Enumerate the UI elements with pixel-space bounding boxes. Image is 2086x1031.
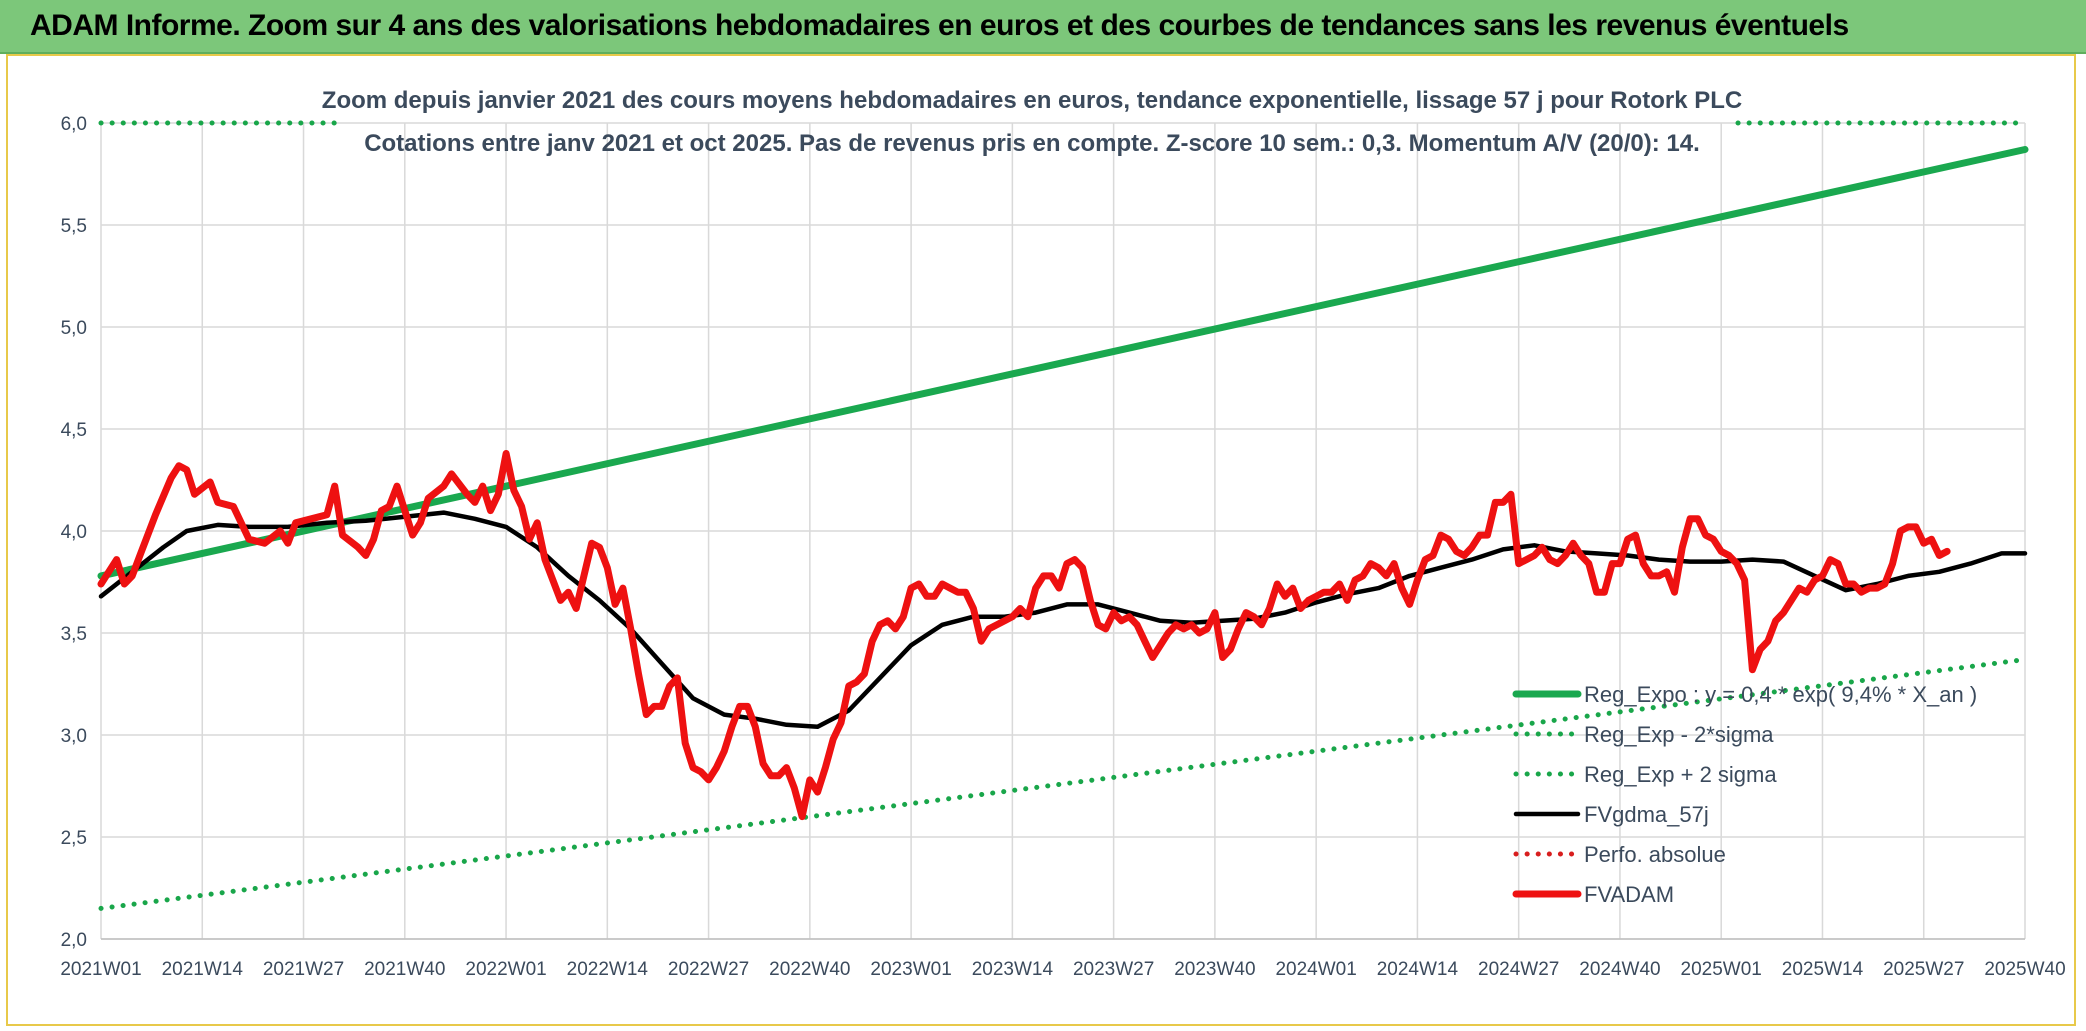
y-tick-label: 4,0 [61, 522, 87, 543]
legend-label: Reg_Exp - 2*sigma [1584, 722, 1774, 747]
x-tick-label: 2024W01 [1275, 959, 1356, 980]
legend: Reg_Expo : y = 0,4 * exp( 9,4% * X_an ) R… [1512, 682, 1977, 907]
chart-frame [6, 54, 2076, 1026]
x-tick-label: 2023W14 [972, 959, 1054, 980]
y-tick-label: 5,5 [61, 216, 87, 237]
x-tick-label: 2025W01 [1681, 959, 1762, 980]
y-tick-label: 5,0 [61, 318, 87, 339]
x-tick-label: 2022W40 [769, 959, 850, 980]
x-tick-label: 2021W40 [364, 959, 445, 980]
series-line-1 [98, 657, 2028, 911]
series-line-0 [97, 146, 2029, 580]
series-line-5 [97, 450, 1951, 821]
x-tick-label: 2024W14 [1377, 959, 1459, 980]
x-tick-label: 2024W40 [1579, 959, 1660, 980]
series-line-3 [98, 510, 2028, 730]
x-tick-label: 2022W27 [668, 959, 749, 980]
x-tick-label: 2021W14 [162, 959, 244, 980]
grid-layer [100, 122, 2026, 940]
y-tick-label: 2,5 [61, 828, 87, 849]
x-tick-label: 2021W01 [60, 959, 141, 980]
x-tick-label: 2025W14 [1782, 959, 1864, 980]
y-tick-label: 3,5 [61, 624, 87, 645]
legend-label: Perfo. absolue [1584, 842, 1726, 867]
legend-label: Reg_Expo : y = 0,4 * exp( 9,4% * X_an ) [1584, 682, 1977, 707]
x-tick-label: 2024W27 [1478, 959, 1559, 980]
page-title: ADAM Informe. Zoom sur 4 ans des valoris… [30, 9, 1849, 42]
x-tick-label: 2022W01 [465, 959, 546, 980]
y-tick-label: 4,5 [61, 420, 87, 441]
y-tick-label: 2,0 [61, 930, 87, 951]
chart-subtitle: Cotations entre janv 2021 et oct 2025. P… [364, 130, 1700, 157]
legend-label: FVgdma_57j [1584, 802, 1709, 827]
legend-label: Reg_Exp + 2 sigma [1584, 762, 1777, 787]
x-tick-label: 2023W40 [1174, 959, 1255, 980]
header-bar: ADAM Informe. Zoom sur 4 ans des valoris… [0, 0, 2086, 54]
x-tick-label: 2023W27 [1073, 959, 1154, 980]
x-tick-label: 2022W14 [567, 959, 649, 980]
y-axis-ticks: 2,0 2,5 3,0 3,5 4,0 4,5 5,0 5,5 6,0 [61, 114, 87, 951]
y-tick-label: 3,0 [61, 726, 87, 747]
series-layer [97, 120, 2029, 911]
y-tick-label: 6,0 [61, 114, 87, 135]
x-axis-ticks: 2021W01 2021W14 2021W27 2021W40 2022W01 2022W… [60, 959, 2065, 980]
x-tick-label: 2021W27 [263, 959, 344, 980]
x-tick-label: 2023W01 [870, 959, 951, 980]
legend-label: FVADAM [1584, 882, 1674, 907]
x-tick-label: 2025W40 [1984, 959, 2065, 980]
x-tick-label: 2025W27 [1883, 959, 1964, 980]
chart-title: Zoom depuis janvier 2021 des cours moyen… [322, 87, 1742, 114]
